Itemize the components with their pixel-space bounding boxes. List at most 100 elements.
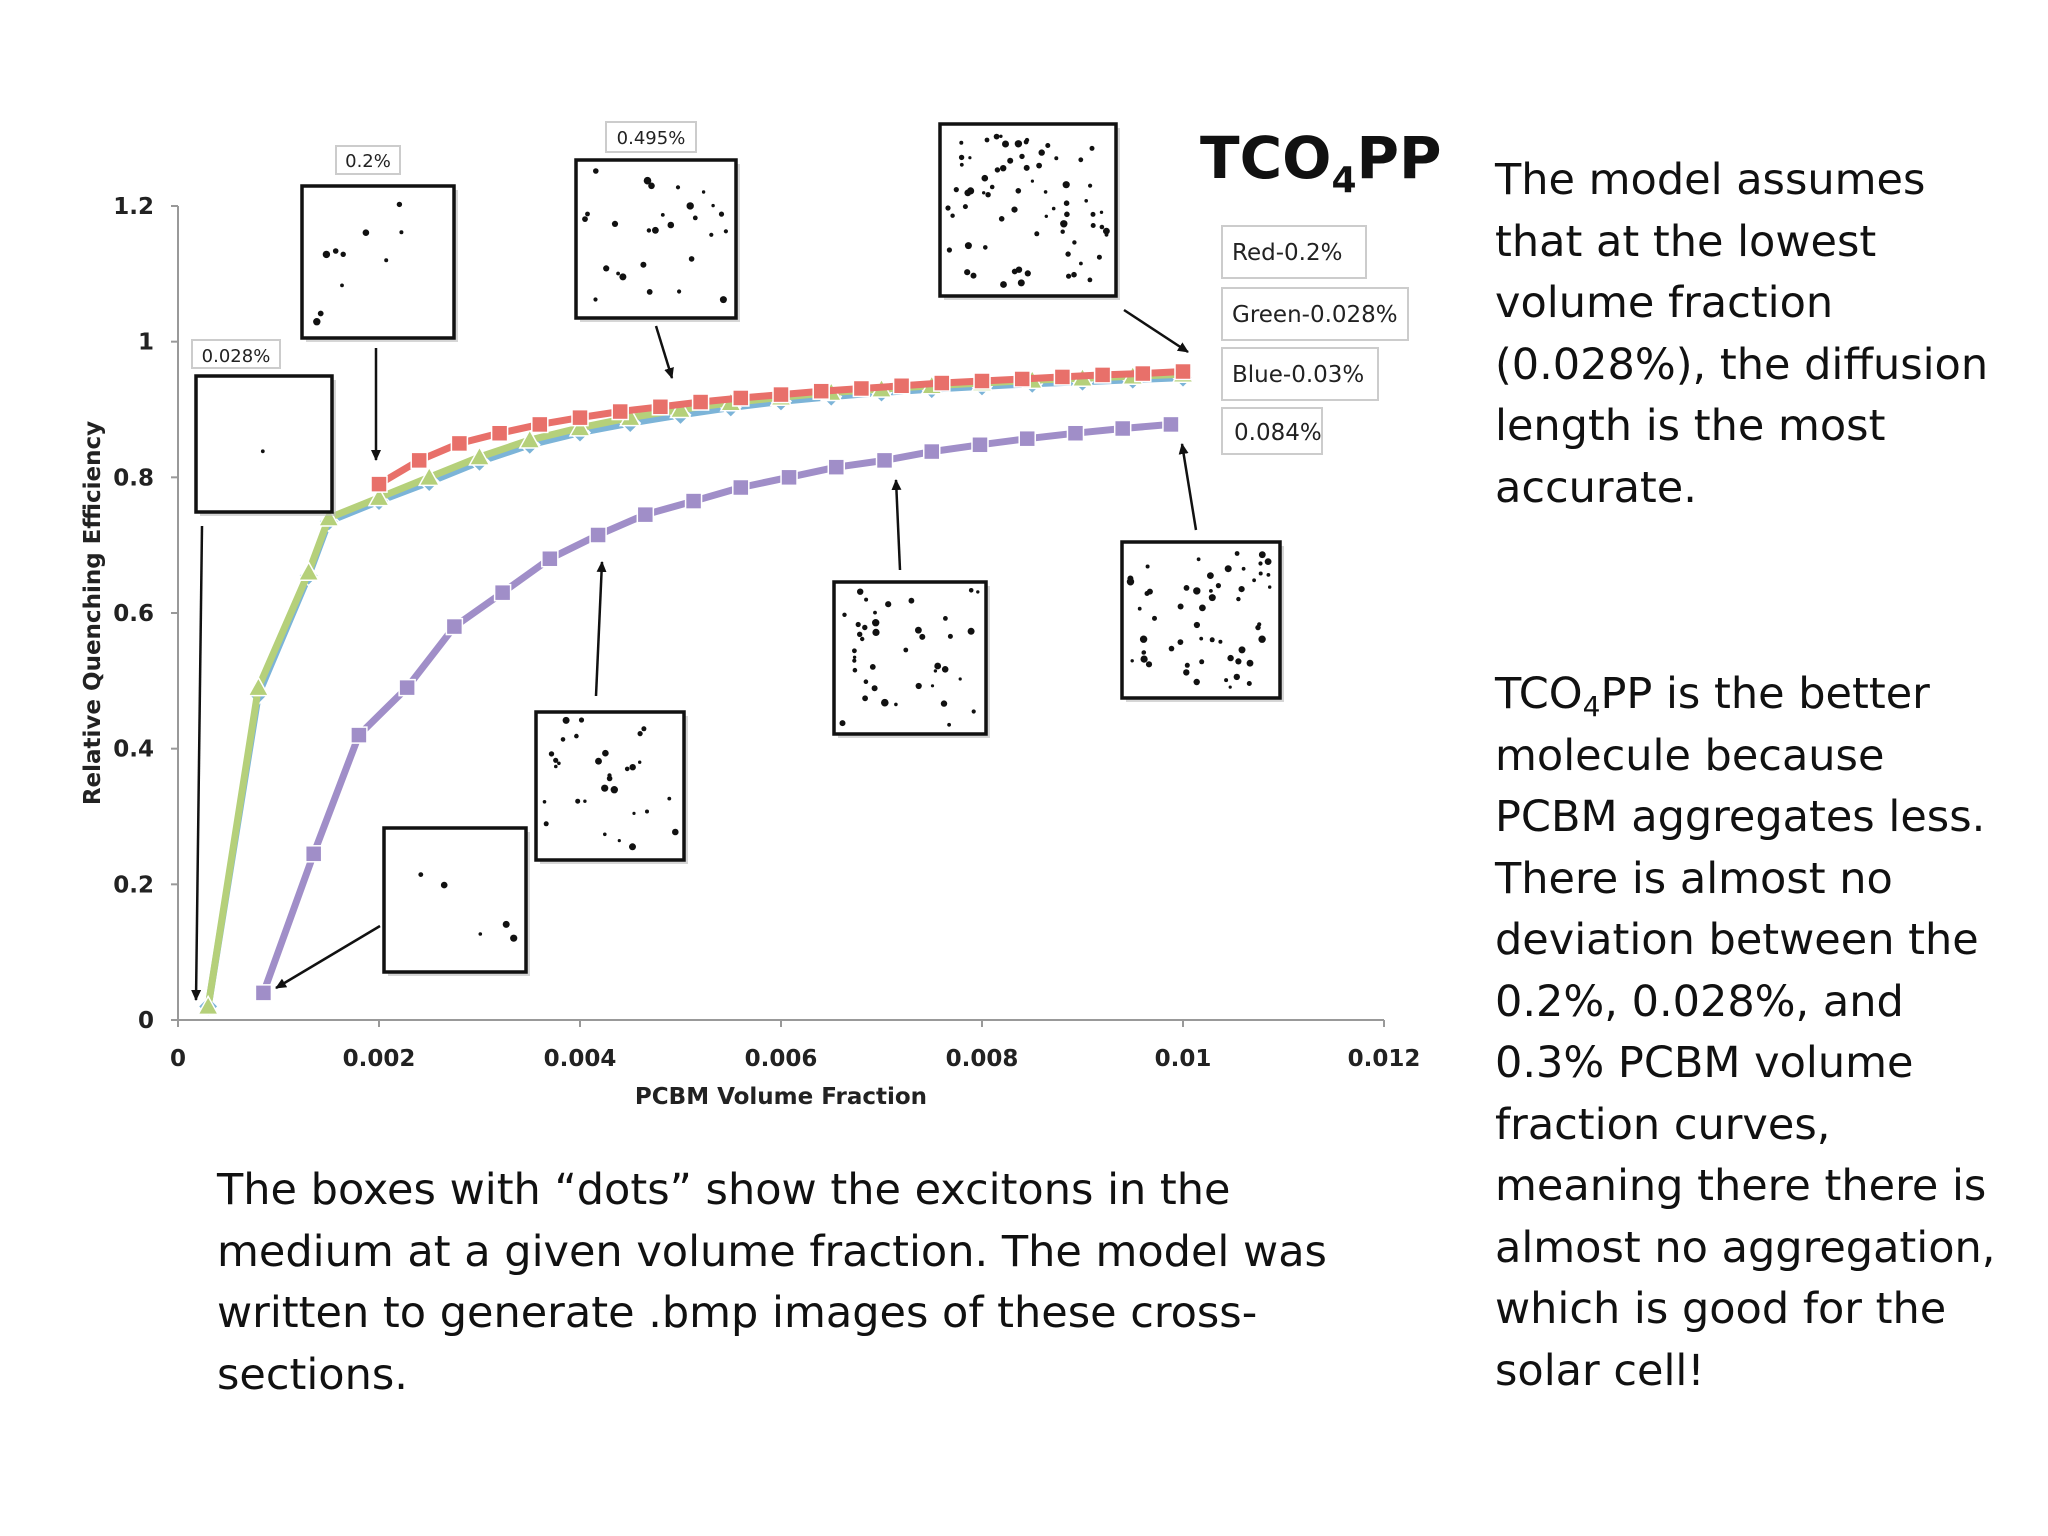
y-ticks: 0 0.2 0.4 0.6 0.8 1 1.2 xyxy=(113,194,178,1034)
data-point xyxy=(370,475,388,493)
exciton-dot xyxy=(1045,143,1051,148)
data-point xyxy=(812,382,830,400)
exciton-dot xyxy=(718,211,725,217)
exciton-dot xyxy=(940,700,948,707)
note-mid-prefix: TCO xyxy=(1495,669,1583,719)
exciton-dot xyxy=(384,258,389,263)
exciton-dot xyxy=(1199,604,1206,612)
exciton-dot xyxy=(562,716,570,724)
exciton-dot xyxy=(958,677,962,681)
exciton-dot xyxy=(1215,583,1221,589)
exciton-dot xyxy=(1071,271,1077,278)
exciton-dot xyxy=(629,764,636,771)
exciton-dot xyxy=(692,215,698,221)
exciton-dot xyxy=(1065,251,1071,257)
exciton-dot xyxy=(1079,261,1083,266)
data-point xyxy=(923,442,941,461)
exciton-dot xyxy=(903,647,909,653)
exciton-dot xyxy=(1096,254,1102,260)
exciton-dot xyxy=(860,636,865,642)
exciton-dot xyxy=(1207,572,1214,579)
data-point xyxy=(651,398,670,416)
exciton-dot xyxy=(1090,223,1096,228)
legend-label-green: Green-0.028% xyxy=(1232,302,1398,328)
exciton-dot xyxy=(332,248,339,254)
data-point xyxy=(254,984,273,1002)
exciton-dot xyxy=(1258,635,1266,643)
exciton-dot xyxy=(993,133,1000,140)
arrow-purple-start xyxy=(275,924,381,990)
exciton-dot xyxy=(1099,210,1104,214)
exciton-dot xyxy=(1007,157,1014,164)
series-0 xyxy=(370,362,1192,493)
exciton-dot xyxy=(542,800,547,804)
data-point xyxy=(367,486,391,507)
inset-box xyxy=(534,710,688,864)
exciton-dot xyxy=(645,809,649,814)
exciton-dot xyxy=(553,757,559,763)
exciton-dot xyxy=(1000,165,1007,172)
data-point xyxy=(568,416,592,437)
y-tick-label: 1.2 xyxy=(113,194,154,220)
exciton-dot xyxy=(1034,231,1040,237)
data-point xyxy=(732,478,750,497)
exciton-dot xyxy=(994,167,1001,173)
exciton-dot xyxy=(946,247,953,253)
exciton-dot xyxy=(852,667,858,673)
data-point xyxy=(417,465,441,487)
legend-item-blue: Blue-0.03% xyxy=(1221,347,1379,401)
exciton-dot xyxy=(1002,140,1009,148)
exciton-dot xyxy=(560,737,566,742)
data-point xyxy=(684,492,703,510)
exciton-dot xyxy=(967,627,975,635)
inset-images xyxy=(194,122,1284,976)
exciton-dot xyxy=(1011,268,1018,275)
exciton-dot xyxy=(839,720,846,727)
data-point xyxy=(1053,368,1072,386)
exciton-dot xyxy=(1236,596,1241,602)
svg-text:0.2%: 0.2% xyxy=(345,151,391,172)
exciton-dot xyxy=(396,201,403,208)
exciton-dot xyxy=(317,310,324,317)
exciton-dot xyxy=(933,669,938,673)
exciton-dot xyxy=(1030,179,1034,183)
data-point xyxy=(350,726,368,744)
exciton-dot xyxy=(930,684,935,688)
exciton-dot xyxy=(852,655,857,659)
exciton-dot xyxy=(1199,636,1204,641)
data-point xyxy=(827,458,846,476)
chart-title-subscript: 4 xyxy=(1331,160,1356,201)
exciton-dot xyxy=(964,242,972,250)
exciton-dot xyxy=(1224,678,1229,683)
exciton-dot xyxy=(1196,557,1201,562)
exciton-dot xyxy=(1218,639,1223,644)
exciton-dot xyxy=(606,775,613,782)
exciton-dot xyxy=(1000,281,1007,288)
exciton-dot xyxy=(1072,240,1077,245)
exciton-dot xyxy=(857,631,863,637)
inset-box xyxy=(300,184,458,342)
exciton-dot xyxy=(934,662,942,670)
exciton-dot xyxy=(962,204,968,210)
exciton-dot xyxy=(915,682,922,690)
exciton-dot xyxy=(862,624,868,631)
exciton-dot xyxy=(648,182,655,190)
x-tick-label: 0.01 xyxy=(1155,1046,1212,1072)
exciton-dot xyxy=(872,628,880,637)
exciton-dot xyxy=(989,184,995,190)
exciton-dot xyxy=(1023,139,1029,145)
exciton-dot xyxy=(1044,214,1049,218)
legend-label-blue: Blue-0.03% xyxy=(1232,362,1364,388)
exciton-dot xyxy=(1017,279,1025,287)
exciton-dot xyxy=(1060,229,1065,234)
exciton-dot xyxy=(1266,573,1271,577)
exciton-dot xyxy=(1023,164,1030,171)
exciton-dot xyxy=(1038,149,1045,156)
exciton-dot xyxy=(1193,678,1200,686)
exciton-dot xyxy=(959,162,964,167)
exciton-dot xyxy=(362,229,370,236)
exciton-dot xyxy=(1224,565,1232,573)
series-3 xyxy=(254,415,1180,1002)
exciton-dot xyxy=(440,881,448,889)
